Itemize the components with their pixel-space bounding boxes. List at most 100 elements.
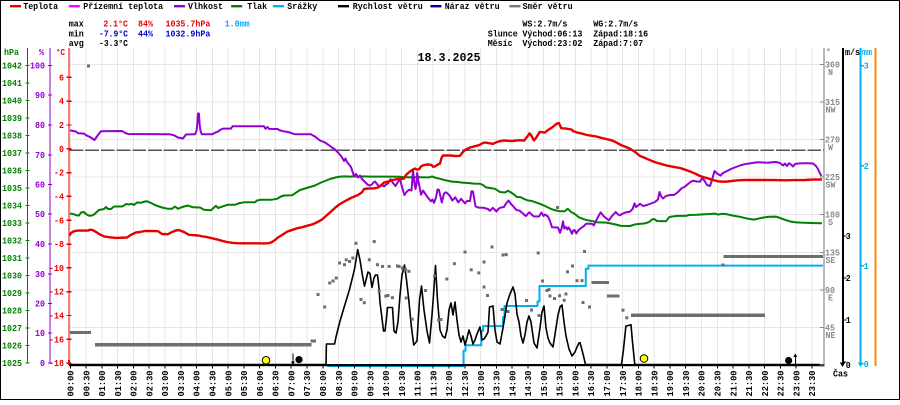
svg-text:1036: 1036 (2, 167, 22, 177)
svg-text:-16: -16 (49, 335, 64, 345)
svg-text:avg: avg (69, 39, 84, 49)
svg-text:06:30: 06:30 (272, 371, 282, 397)
svg-text:3: 3 (864, 62, 869, 72)
svg-text:max: max (69, 19, 85, 29)
svg-text:07:30: 07:30 (303, 371, 313, 397)
svg-text:360: 360 (825, 60, 840, 70)
svg-text:19:30: 19:30 (682, 371, 692, 397)
svg-text:1.0mm: 1.0mm (225, 19, 251, 29)
svg-text:10:00: 10:00 (382, 371, 392, 397)
svg-text:SE: SE (826, 256, 837, 266)
svg-text:-6: -6 (54, 216, 64, 226)
svg-text:08:30: 08:30 (335, 371, 345, 397)
svg-text:1032.9hPa: 1032.9hPa (166, 29, 211, 39)
svg-text:0: 0 (864, 360, 869, 370)
svg-text:2.1°C: 2.1°C (103, 19, 128, 29)
svg-text:02:00: 02:00 (130, 371, 140, 397)
svg-text:00:00: 00:00 (67, 371, 77, 397)
svg-text:WG:2.7m/s: WG:2.7m/s (593, 19, 638, 29)
svg-text:hPa: hPa (4, 48, 20, 58)
svg-text:30: 30 (35, 270, 45, 280)
svg-text:20:00: 20:00 (698, 371, 708, 397)
svg-text:23:00: 23:00 (792, 371, 802, 397)
svg-text:12:30: 12:30 (461, 371, 471, 397)
svg-text:10:30: 10:30 (398, 371, 408, 397)
svg-text:-4: -4 (54, 192, 65, 202)
svg-text:1035.7hPa: 1035.7hPa (166, 19, 211, 29)
svg-text:20: 20 (35, 300, 45, 310)
svg-text:E: E (828, 293, 834, 303)
svg-text:0: 0 (59, 145, 64, 155)
svg-text:-14: -14 (49, 312, 65, 322)
svg-text:100: 100 (30, 62, 45, 72)
svg-text:1042: 1042 (2, 62, 22, 72)
svg-text:01:00: 01:00 (98, 371, 108, 397)
svg-text:-10: -10 (49, 264, 64, 274)
svg-text:03:00: 03:00 (161, 371, 171, 397)
svg-text:°C: °C (56, 48, 65, 58)
svg-text:Náraz větru: Náraz větru (445, 2, 500, 12)
svg-text:Přízemní teplota: Přízemní teplota (83, 2, 164, 12)
svg-text:2: 2 (846, 274, 851, 284)
svg-text:SW: SW (826, 181, 837, 191)
svg-text:Západ:7:07: Západ:7:07 (593, 39, 643, 49)
svg-text:Měsíc: Měsíc (488, 39, 513, 49)
svg-text:09:30: 09:30 (366, 371, 376, 397)
svg-text:03:30: 03:30 (177, 371, 187, 397)
svg-text:Teplota: Teplota (23, 2, 59, 12)
svg-text:WS:2.7m/s: WS:2.7m/s (522, 19, 567, 29)
svg-text:90: 90 (35, 91, 45, 101)
svg-text:3: 3 (846, 232, 851, 242)
svg-text:08:00: 08:00 (319, 371, 329, 397)
svg-text:1032: 1032 (2, 237, 22, 247)
svg-text:mm: mm (862, 48, 873, 58)
svg-text:15:00: 15:00 (540, 371, 550, 397)
svg-text:m/s: m/s (845, 48, 860, 58)
svg-text:1: 1 (846, 316, 852, 326)
svg-text:-2: -2 (54, 169, 64, 179)
svg-text:Slunce: Slunce (488, 29, 518, 39)
svg-text:Směr větru: Směr větru (523, 2, 573, 12)
svg-text:1027: 1027 (2, 324, 22, 334)
svg-text:10: 10 (35, 329, 45, 339)
svg-text:13:30: 13:30 (493, 371, 503, 397)
svg-text:1035: 1035 (2, 184, 22, 194)
svg-text:315: 315 (825, 98, 840, 108)
svg-text:05:30: 05:30 (240, 371, 250, 397)
svg-text:1041: 1041 (2, 79, 23, 89)
svg-text:1030: 1030 (2, 272, 22, 282)
svg-text:70: 70 (35, 151, 45, 161)
svg-text:NW: NW (826, 106, 837, 116)
svg-text:14:30: 14:30 (524, 371, 534, 397)
svg-text:1033: 1033 (2, 219, 22, 229)
svg-text:07:00: 07:00 (287, 371, 297, 397)
svg-text:°: ° (827, 48, 831, 58)
svg-text:Tlak: Tlak (247, 2, 268, 12)
svg-text:1029: 1029 (2, 289, 22, 299)
svg-text:22:30: 22:30 (777, 371, 787, 397)
svg-text:0: 0 (846, 361, 851, 371)
svg-text:90: 90 (825, 286, 835, 296)
svg-text:17:30: 17:30 (619, 371, 629, 397)
svg-text:1038: 1038 (2, 132, 22, 142)
svg-text:1031: 1031 (2, 254, 23, 264)
svg-text:11:00: 11:00 (414, 371, 424, 397)
svg-text:50: 50 (35, 210, 45, 220)
svg-text:04:00: 04:00 (193, 371, 203, 397)
svg-text:21:30: 21:30 (745, 371, 755, 397)
svg-text:-3.3°C: -3.3°C (99, 39, 129, 49)
svg-text:40: 40 (35, 240, 45, 250)
svg-text:-7.9°C: -7.9°C (99, 29, 129, 39)
svg-text:-12: -12 (49, 288, 64, 298)
svg-text:1025: 1025 (2, 359, 22, 369)
svg-text:min: min (69, 29, 84, 39)
svg-text:0: 0 (40, 359, 45, 369)
svg-text:S: S (828, 218, 834, 228)
svg-text:02:30: 02:30 (145, 371, 155, 397)
svg-text:22:00: 22:00 (761, 371, 771, 397)
svg-text:2: 2 (59, 121, 64, 131)
svg-text:00:30: 00:30 (82, 371, 92, 397)
svg-text:1026: 1026 (2, 342, 22, 352)
svg-text:21:00: 21:00 (729, 371, 739, 397)
svg-text:45: 45 (825, 324, 835, 334)
